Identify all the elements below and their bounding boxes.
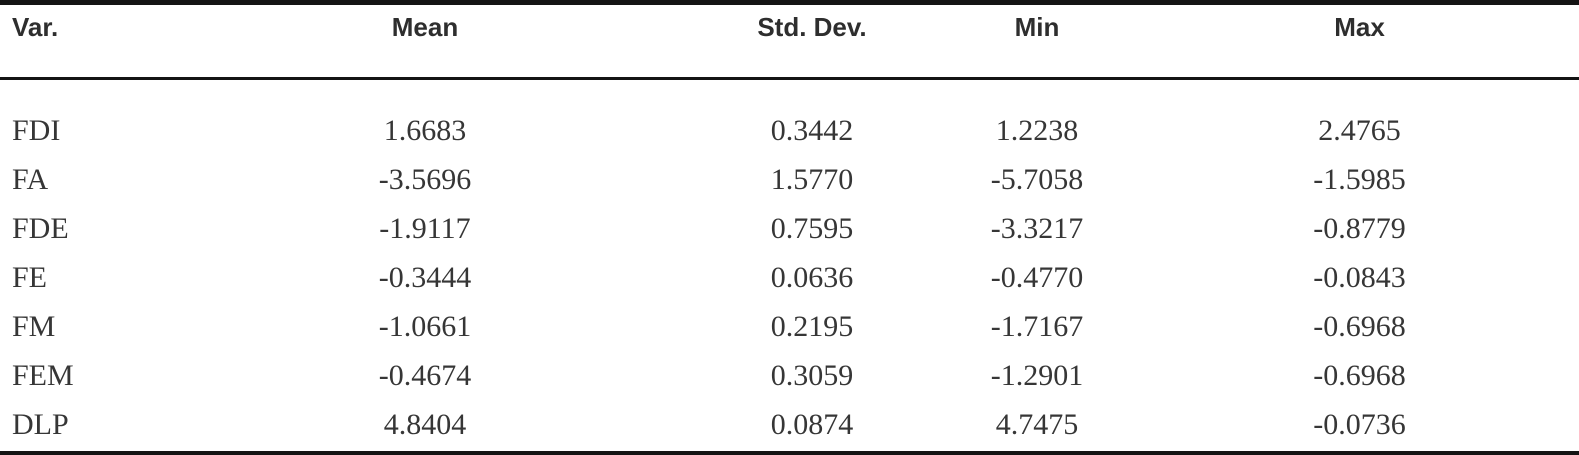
cell-std: 0.0636 — [770, 260, 854, 294]
column-header-min: Min — [934, 5, 1140, 80]
cell-mean: -0.4674 — [378, 358, 472, 392]
cell-var: FM — [12, 309, 56, 343]
header-row: Var. Mean Std. Dev. Min Max — [0, 5, 1579, 80]
cell-max: -0.0736 — [1313, 407, 1406, 441]
cell-std: 0.3059 — [770, 358, 854, 392]
column-header-max: Max — [1140, 5, 1579, 80]
cell-std: 0.2195 — [770, 309, 854, 343]
cell-min: 1.2238 — [995, 113, 1079, 147]
cell-mean: 1.6683 — [383, 113, 467, 147]
table-row: FM -1.0661 0.2195 -1.7167 -0.6968 — [0, 302, 1579, 351]
cell-max: -0.0843 — [1313, 260, 1406, 294]
cell-max: 2.4765 — [1318, 113, 1401, 147]
table-row: DLP 4.8404 0.0874 4.7475 -0.0736 — [0, 400, 1579, 449]
table-row: FEM -0.4674 0.3059 -1.2901 -0.6968 — [0, 351, 1579, 400]
cell-mean: -3.5696 — [378, 162, 472, 196]
table-row: FDI 1.6683 0.3442 1.2238 2.4765 — [0, 79, 1579, 156]
table-row: FE -0.3444 0.0636 -0.4770 -0.0843 — [0, 253, 1579, 302]
cell-mean: -1.0661 — [378, 309, 472, 343]
cell-mean: -1.9117 — [379, 211, 471, 245]
cell-max: -0.8779 — [1313, 211, 1406, 245]
cell-min: -3.3217 — [990, 211, 1084, 245]
cell-std: 0.3442 — [770, 113, 854, 147]
cell-mean: -0.3444 — [378, 260, 472, 294]
cell-std: 0.7595 — [770, 211, 854, 245]
cell-min: -0.4770 — [990, 260, 1084, 294]
cell-min: 4.7475 — [995, 407, 1079, 441]
cell-var: DLP — [12, 407, 69, 441]
cell-var: FE — [12, 260, 48, 294]
cell-var: FEM — [12, 358, 74, 392]
cell-min: -1.7167 — [990, 309, 1084, 343]
cell-std: 0.0874 — [770, 407, 854, 441]
cell-var: FA — [12, 162, 49, 196]
cell-min: -1.2901 — [990, 358, 1084, 392]
cell-std: 1.5770 — [770, 162, 854, 196]
column-header-mean: Mean — [160, 5, 690, 80]
stats-table: Var. Mean Std. Dev. Min Max FDI 1.6683 0… — [0, 5, 1579, 449]
cell-var: FDI — [12, 113, 61, 147]
cell-var: FDE — [12, 211, 69, 245]
column-header-std: Std. Dev. — [690, 5, 934, 80]
cell-mean: 4.8404 — [383, 407, 467, 441]
cell-max: -1.5985 — [1313, 162, 1406, 196]
cell-max: -0.6968 — [1313, 358, 1406, 392]
table-row: FDE -1.9117 0.7595 -3.3217 -0.8779 — [0, 204, 1579, 253]
table-row: FA -3.5696 1.5770 -5.7058 -1.5985 — [0, 155, 1579, 204]
column-header-var: Var. — [0, 5, 160, 80]
cell-min: -5.7058 — [990, 162, 1084, 196]
cell-max: -0.6968 — [1313, 309, 1406, 343]
